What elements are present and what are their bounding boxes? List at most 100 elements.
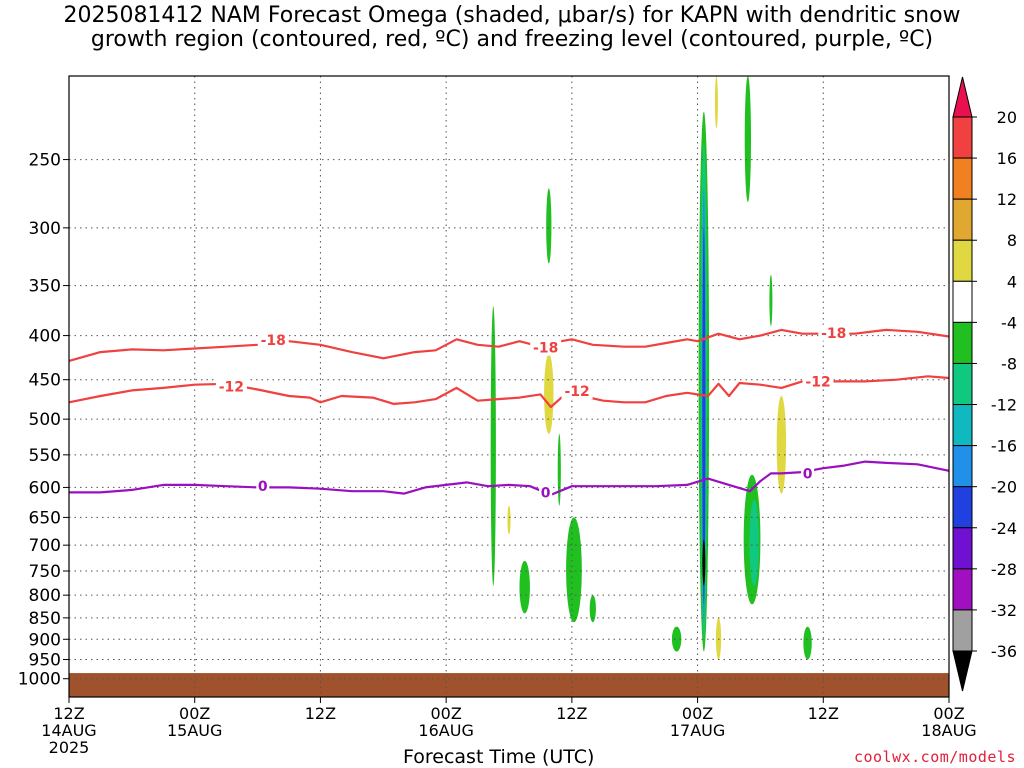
omega-region [702,539,706,586]
y-tick-label: 1000 [18,670,61,690]
chart-title-line-2: growth region (contoured, red, ºC) and f… [90,27,934,52]
y-tick-label: 250 [29,151,61,171]
contour-label-background [257,332,289,349]
x-tick-label: 18AUG [921,721,976,740]
colorbar-tick-label: -4 [1001,313,1017,332]
colorbar-box [952,609,973,652]
omega-region [803,626,812,660]
omega-region [557,433,561,506]
omega-region [544,353,554,434]
colorbar-box [952,239,973,282]
colorbar-top-triangle [952,76,973,118]
y-tick-label: 350 [29,277,61,297]
y-tick-label: 900 [29,630,61,650]
colorbar-tick-label: -20 [991,478,1017,497]
x-tick-label: 00Z [933,704,964,723]
x-tick-label: 12Z [808,704,839,723]
contour-label: 0 [258,479,268,495]
colorbar-tick-label: 4 [1007,272,1017,291]
terrain-fill [69,673,949,697]
y-tick-label: 650 [29,508,61,528]
omega-region [715,617,722,660]
colorbar-tick-label: -32 [991,601,1017,620]
contour-line [68,328,950,362]
colorbar-tick-label: -8 [1001,354,1017,373]
x-axis-label: Forecast Time (UTC) [403,746,595,768]
omega-region [566,517,582,623]
colorbar: 20 16 12 8 4 -4 -8 -12 -16 -20 -24 -28 -32 -36 [952,76,1017,692]
x-tick-label: 12Z [53,704,84,723]
colorbar-box [952,445,973,488]
colorbar-box [952,486,973,529]
x-tick-label: 00Z [179,704,210,723]
chart-title-line-1: 2025081412 NAM Forecast Omega (shaded, μ… [63,3,961,28]
contour-label: 0 [541,485,551,501]
contour-label: -12 [805,374,830,390]
y-tick-label: 750 [29,562,61,582]
colorbar-box [952,527,973,570]
colorbar-tick-label: 16 [997,149,1017,168]
contour-label: -12 [219,379,244,395]
colorbar-tick-label: 20 [997,108,1017,127]
contour-label-background [561,383,593,400]
y-tick-label: 850 [29,609,61,629]
x-tick-label: 14AUG [41,721,96,740]
colorbar-bottom-triangle [952,650,973,692]
x-tick-label: 12Z [556,704,587,723]
omega-region [546,188,552,264]
colorbar-box [952,116,973,159]
omega-region [589,595,596,623]
omega-region [769,274,773,327]
y-tick-label: 950 [29,651,61,671]
omega-region [744,75,751,203]
contour-label: -18 [821,326,846,342]
x-tick-label: 12Z [305,704,336,723]
contour-label-background [802,373,834,390]
colorbar-box [952,198,973,241]
omega-region [776,395,787,494]
x-tick-label: 00Z [430,704,461,723]
omega-region [490,306,496,586]
terrain-layer [69,673,949,697]
contour-label-background [530,339,562,356]
colorbar-box [952,568,973,611]
colorbar-tick-label: 12 [997,190,1017,209]
y-tick-label: 700 [29,536,61,556]
contour-label-background [215,378,247,395]
omega-region [702,227,706,605]
x-tick-label: 15AUG [167,721,222,740]
contour-label: 0 [803,466,813,482]
colorbar-box [952,280,973,323]
contour-label: -12 [564,384,589,400]
x-tick-label: 2025 [49,738,90,757]
plot-frame [68,75,950,698]
omega-region [671,626,682,652]
omega-region [749,499,759,586]
y-tick-label: 550 [29,446,61,466]
omega-shading-layer [490,75,812,660]
contour-label-background [801,465,815,482]
colorbar-tick-label: -12 [991,396,1017,415]
omega-region [714,76,718,129]
y-tick-label: 600 [29,478,61,498]
chart-title: 2025081412 NAM Forecast Omega (shaded, μ… [0,4,1024,52]
grid-layer [69,76,949,697]
colorbar-box [952,362,973,406]
colorbar-tick-label: 8 [1007,231,1017,250]
contour-layer: -18 -18 -18 -12 -12 -12 0 0 0 [68,324,950,501]
y-axis: 2503003504004505005506006507007508008509… [18,151,69,690]
contour-line [68,375,950,409]
colorbar-box [952,404,973,447]
omega-region [519,560,530,614]
y-tick-label: 500 [29,410,61,430]
y-tick-label: 300 [29,219,61,239]
colorbar-box [952,321,973,364]
colorbar-box [952,157,973,200]
contour-line [69,460,950,496]
x-tick-label: 16AUG [418,721,473,740]
contour-label: -18 [533,341,558,357]
omega-region [507,505,511,535]
contour-label-background [818,324,850,341]
